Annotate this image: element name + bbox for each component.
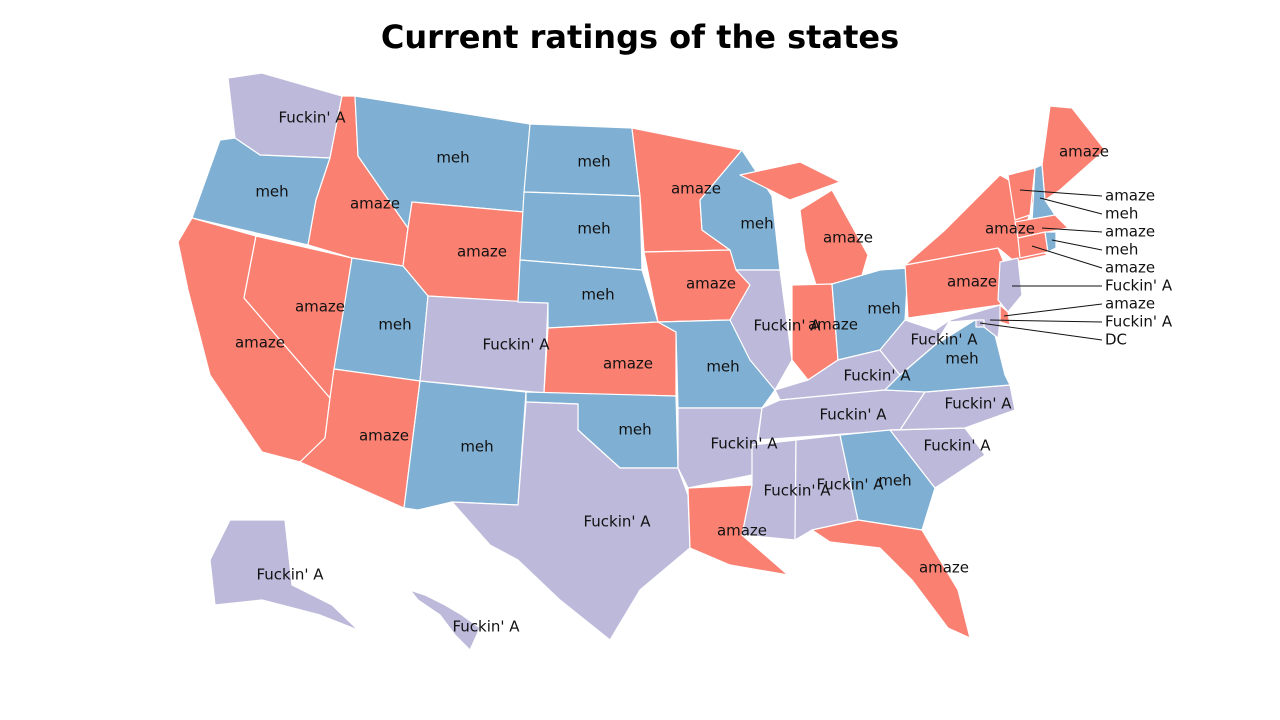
state-label-nm: meh xyxy=(460,438,493,456)
state-label-mt: meh xyxy=(436,149,469,167)
state-tx xyxy=(451,401,691,641)
state-label-al: Fuckin' A xyxy=(816,476,884,494)
state-ar xyxy=(677,407,763,489)
callout-leader-dc xyxy=(979,322,1103,341)
state-ks xyxy=(543,321,677,397)
state-label-ut: meh xyxy=(378,316,411,334)
state-label-me: amaze xyxy=(1059,143,1109,161)
callout-label-ri: meh xyxy=(1105,241,1138,259)
state-ma xyxy=(1014,214,1069,239)
callout-label-nh: meh xyxy=(1105,205,1138,223)
callout-label-dc: DC xyxy=(1105,331,1127,349)
state-label-oh: meh xyxy=(867,300,900,318)
callout-label-ct: amaze xyxy=(1105,259,1155,277)
state-label-mo: meh xyxy=(706,358,739,376)
state-label-wa: Fuckin' A xyxy=(278,109,346,127)
state-ga xyxy=(839,429,936,531)
state-label-mn: amaze xyxy=(671,180,721,198)
state-label-ga: meh xyxy=(878,472,911,490)
state-label-in: amaze xyxy=(808,316,858,334)
state-vt xyxy=(1007,167,1036,221)
state-label-sd: meh xyxy=(577,220,610,238)
callout-leader-ri xyxy=(1051,239,1103,251)
state-label-ks: amaze xyxy=(603,355,653,373)
callout-leader-md xyxy=(989,319,1103,323)
state-label-il: Fuckin' A xyxy=(753,317,821,335)
state-label-hi: Fuckin' A xyxy=(452,618,520,636)
state-label-wi: meh xyxy=(740,215,773,233)
state-label-co: Fuckin' A xyxy=(482,336,550,354)
state-ri xyxy=(1044,231,1057,253)
state-label-az: amaze xyxy=(359,427,409,445)
state-label-wy: amaze xyxy=(457,243,507,261)
callout-leader-nh xyxy=(1039,197,1103,215)
state-il xyxy=(729,269,793,391)
state-ms xyxy=(741,439,797,541)
state-label-tx: Fuckin' A xyxy=(583,513,651,531)
callout-leader-de xyxy=(1003,303,1103,317)
state-label-nd: meh xyxy=(577,153,610,171)
callout-leader-vt xyxy=(1019,189,1103,197)
state-label-ia: amaze xyxy=(686,275,736,293)
state-label-nv: amaze xyxy=(295,298,345,316)
state-label-fl: amaze xyxy=(919,559,969,577)
state-label-ny: amaze xyxy=(985,220,1035,238)
state-md xyxy=(949,304,1001,339)
callout-label-ma: amaze xyxy=(1105,223,1155,241)
state-label-ms: Fuckin' A xyxy=(763,482,831,500)
state-label-ak: Fuckin' A xyxy=(256,566,324,584)
state-ak xyxy=(209,519,359,631)
state-label-ky: Fuckin' A xyxy=(843,367,911,385)
state-label-pa: amaze xyxy=(947,273,997,291)
state-label-la: amaze xyxy=(717,522,767,540)
state-nj xyxy=(997,257,1023,313)
state-fl xyxy=(811,519,971,639)
state-label-va: meh xyxy=(945,350,978,368)
state-label-ok: meh xyxy=(618,421,651,439)
state-label-ar: Fuckin' A xyxy=(710,435,778,453)
state-label-mi: amaze xyxy=(823,229,873,247)
state-label-nc: Fuckin' A xyxy=(944,395,1012,413)
state-label-wv: Fuckin' A xyxy=(910,331,978,349)
state-label-tn: Fuckin' A xyxy=(819,406,887,424)
callout-label-nj: Fuckin' A xyxy=(1105,277,1173,295)
callout-label-md: Fuckin' A xyxy=(1105,313,1173,331)
state-label-ne: meh xyxy=(581,286,614,304)
state-label-id: amaze xyxy=(350,195,400,213)
state-hi xyxy=(409,589,481,651)
state-nh xyxy=(1031,164,1056,223)
state-label-sc: Fuckin' A xyxy=(923,437,991,455)
map-title: Current ratings of the states xyxy=(380,18,900,56)
callout-leader-ma xyxy=(1041,227,1103,233)
callout-leader-ct xyxy=(1031,245,1103,269)
callout-label-de: amaze xyxy=(1105,295,1155,313)
callout-label-vt: amaze xyxy=(1105,187,1155,205)
state-label-or: meh xyxy=(255,183,288,201)
state-label-ca: amaze xyxy=(235,334,285,352)
